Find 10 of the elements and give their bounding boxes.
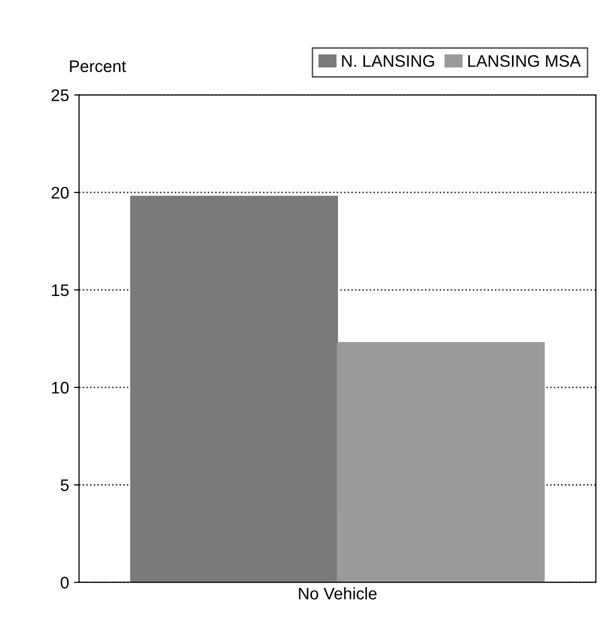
- legend-label: LANSING MSA: [468, 55, 581, 67]
- y-axis-title: Percent: [70, 60, 126, 72]
- y-tick-label: 10: [52, 382, 69, 394]
- x-tick-label: No Vehicle: [298, 587, 377, 600]
- y-tick-label: 25: [52, 89, 69, 102]
- y-tick-label: 15: [52, 284, 69, 296]
- y-tick-label: 0: [60, 576, 69, 589]
- legend-label: N. LANSING: [342, 55, 434, 67]
- y-tick-label: 5: [60, 479, 69, 492]
- y-tick-label: 20: [52, 186, 69, 199]
